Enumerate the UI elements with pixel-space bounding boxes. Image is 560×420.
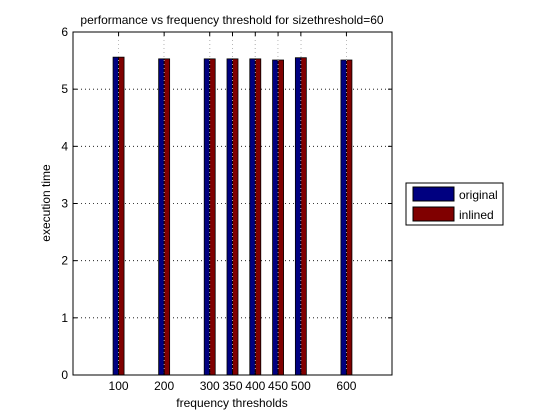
bar-original <box>158 58 165 376</box>
x-tick-label: 300 <box>200 379 220 393</box>
bar-original <box>203 58 211 376</box>
bar-inlined <box>209 58 216 376</box>
x-tick-label: 600 <box>336 379 356 393</box>
x-tick-label: 200 <box>154 379 174 393</box>
y-tick-label: 1 <box>61 311 68 325</box>
bar-inlined <box>163 58 171 376</box>
ticks-layer: 0 1 2 3 4 5 6 100 200 300 350 400 450 500 600 <box>61 25 392 393</box>
bar-original <box>294 57 302 376</box>
legend-label-inlined: inlined <box>459 208 494 222</box>
x-tick-label: 100 <box>109 379 129 393</box>
bar-original <box>112 56 119 376</box>
bar-original <box>340 59 347 376</box>
y-tick-label: 6 <box>61 25 68 39</box>
x-tick-label: 500 <box>291 379 311 393</box>
bar-inlined <box>346 59 353 376</box>
y-tick-label: 2 <box>61 254 68 268</box>
bar-inlined <box>277 59 284 376</box>
y-tick-label: 5 <box>61 82 68 96</box>
legend: original inlined <box>405 182 504 226</box>
y-tick-label: 3 <box>61 197 68 211</box>
chart-title: performance vs frequency threshold for s… <box>80 13 383 27</box>
bar-original <box>226 58 233 376</box>
x-tick-label: 450 <box>268 379 288 393</box>
y-tick-label: 4 <box>61 139 68 153</box>
y-axis-label: execution time <box>39 164 53 242</box>
x-tick-label: 350 <box>222 379 242 393</box>
bar-inlined <box>254 58 262 376</box>
y-tick-label: 0 <box>61 368 68 382</box>
bar-original <box>249 58 256 376</box>
legend-label-original: original <box>459 188 498 202</box>
bar-original <box>272 59 279 376</box>
x-tick-label: 400 <box>245 379 265 393</box>
legend-swatch-inlined <box>412 206 455 222</box>
x-axis-label: frequency thresholds <box>176 396 287 410</box>
bar-inlined <box>300 57 307 376</box>
legend-swatch-original <box>412 186 455 202</box>
bar-inlined <box>118 56 125 376</box>
bar-inlined <box>232 58 239 376</box>
